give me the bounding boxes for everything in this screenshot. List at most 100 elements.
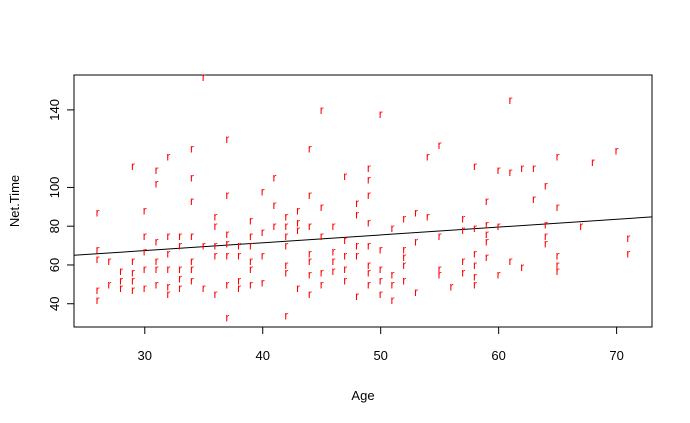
data-point: r [402,273,406,287]
data-point: r [214,219,218,233]
data-point: r [367,277,371,291]
data-point: r [225,188,229,202]
data-point: r [367,188,371,202]
data-point: r [379,273,383,287]
data-point: r [261,275,265,289]
data-point: r [556,149,560,163]
data-point: r [225,237,229,251]
data-point: r [249,239,253,253]
data-point: r [461,211,465,225]
data-point: r [190,262,194,276]
data-point: r [390,268,394,282]
data-point: r [438,268,442,282]
data-point: r [225,310,229,324]
data-point: r [214,210,218,224]
y-tick-label: 60 [47,258,62,272]
data-point: r [438,138,442,152]
x-axis-label: Age [351,388,374,403]
data-point: r [249,213,253,227]
data-point: r [107,277,111,291]
data-point: r [556,258,560,272]
data-point: r [497,163,501,177]
data-point: r [332,219,336,233]
data-point: r [96,283,100,297]
data-point: r [308,142,312,156]
data-point: r [131,159,135,173]
data-point: r [249,277,253,291]
data-point: r [143,281,147,295]
data-point: r [166,279,170,293]
data-point: r [367,161,371,175]
data-point: r [449,279,453,293]
data-point: r [131,283,135,297]
data-point: r [284,219,288,233]
data-point: r [556,248,560,262]
data-point: r [320,103,324,117]
data-point: r [332,244,336,258]
plot-area-frame [73,74,653,328]
data-point: r [143,262,147,276]
data-point: r [544,217,548,231]
data-point: r [367,266,371,280]
data-point: r [355,289,359,303]
data-point: r [225,227,229,241]
data-point: r [320,266,324,280]
data-point: r [485,194,489,208]
data-point: r [261,184,265,198]
data-point: r [273,171,277,185]
data-point: r [166,246,170,260]
data-point: r [308,268,312,282]
data-point: r [178,281,182,295]
data-point: r [402,242,406,256]
data-point: r [414,235,418,249]
data-point: r [166,287,170,301]
data-point: r [178,262,182,276]
data-point: r [508,254,512,268]
data-point: r [544,178,548,192]
data-point: r [284,210,288,224]
y-tick-label: 40 [47,297,62,311]
fit-line-layer [73,216,653,256]
y-tick-label: 140 [47,99,62,121]
data-point: r [284,308,288,322]
x-axis: 30 40 50 60 70 [138,326,624,363]
data-point: r [556,200,560,214]
data-point: r [284,258,288,272]
data-point: r [461,223,465,237]
data-point: r [379,287,383,301]
x-tick-label: 30 [138,348,152,363]
data-point: r [155,254,159,268]
data-point: r [155,163,159,177]
data-point: r [143,244,147,258]
data-point: r [520,260,524,274]
data-point: r [461,254,465,268]
data-point: r [355,248,359,262]
data-point: r [249,254,253,268]
data-point: r [214,287,218,301]
y-axis-label: Net.Time [7,175,22,227]
data-point: r [284,239,288,253]
data-point: r [438,262,442,276]
data-point: r [96,293,100,307]
data-point: r [355,239,359,253]
data-point: r [261,225,265,239]
data-point: r [155,277,159,291]
data-point: r [402,211,406,225]
data-point: r [178,239,182,253]
data-point: r [426,149,430,163]
data-point: r [414,206,418,220]
data-point: r [273,219,277,233]
data-point: r [178,229,182,243]
data-point: r [166,229,170,243]
data-point: r [497,219,501,233]
data-point: r [190,171,194,185]
data-point: r [190,254,194,268]
data-point: r [473,258,477,272]
data-point: r [485,250,489,264]
data-point: r [473,277,477,291]
data-point: r [626,246,630,260]
data-point: r [320,277,324,291]
data-point: r [343,273,347,287]
data-point: r [343,169,347,183]
